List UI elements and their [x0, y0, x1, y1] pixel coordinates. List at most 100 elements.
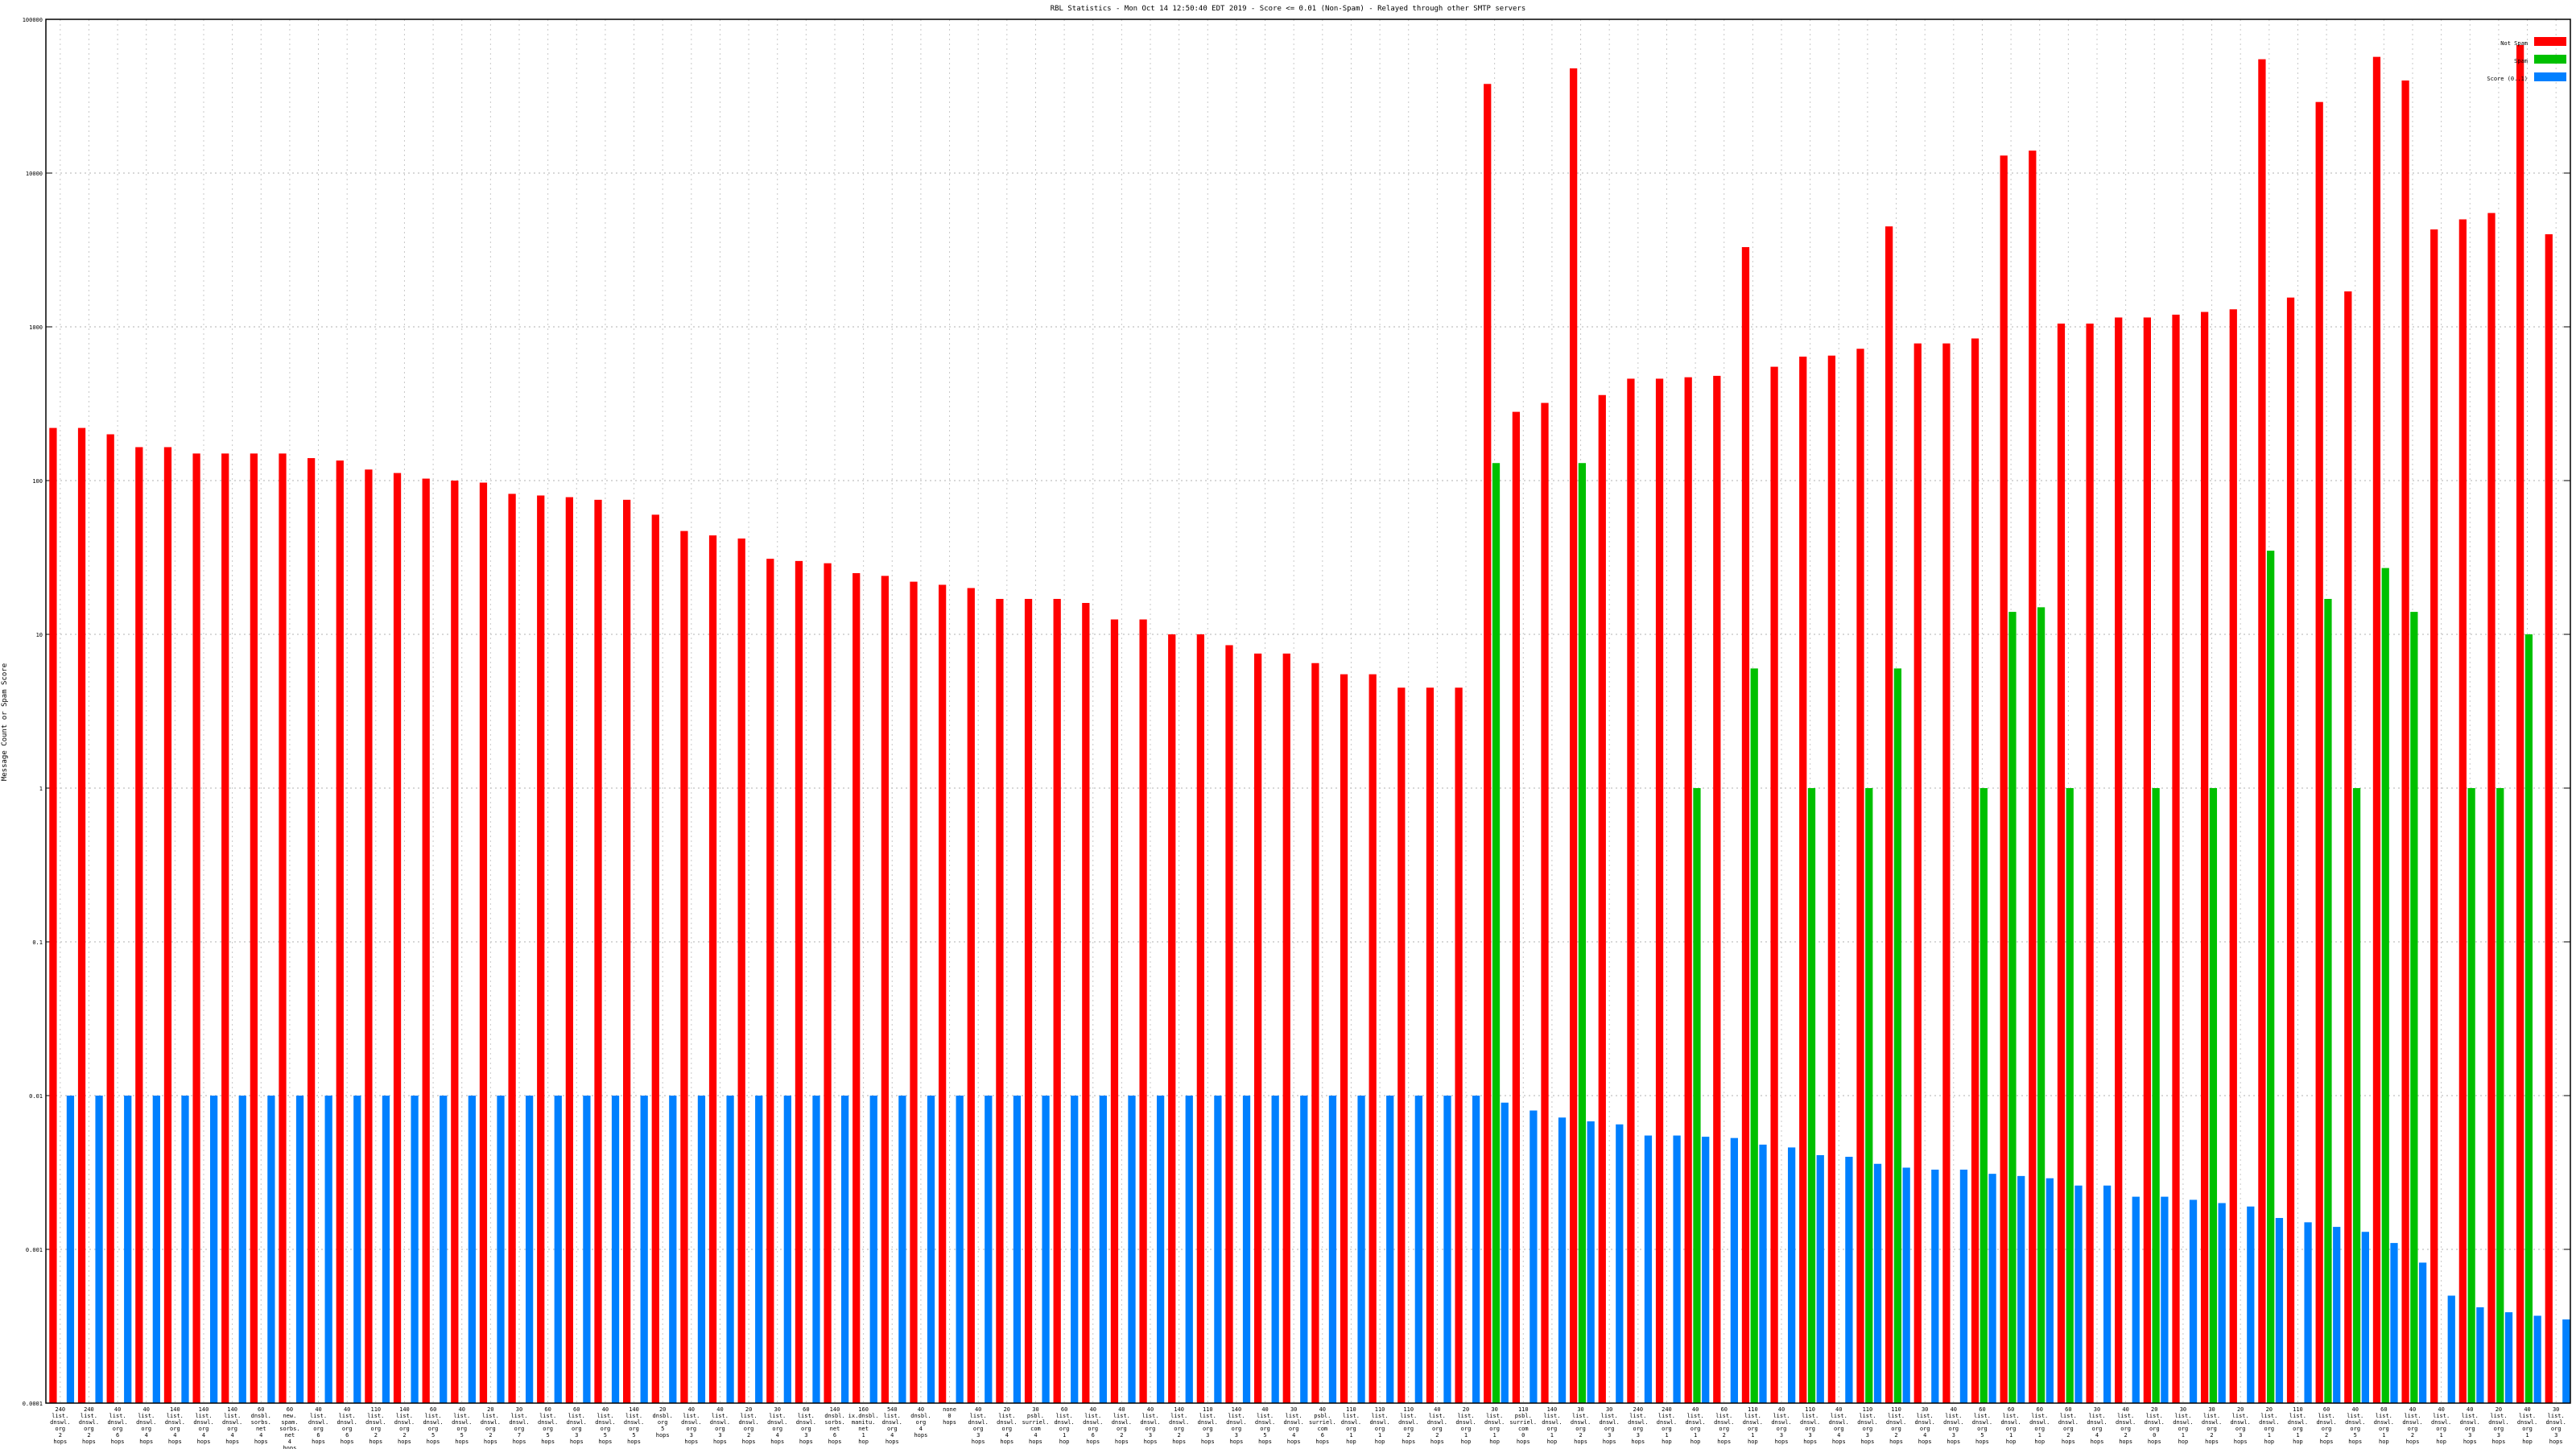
x-tick-label: 40 list. dnswl. org 6 hops — [107, 1406, 127, 1445]
score-bar — [2504, 1312, 2513, 1403]
score-bar — [2304, 1222, 2312, 1403]
score-bar — [1959, 1169, 1968, 1403]
score-bar — [869, 1096, 877, 1403]
score-bar — [525, 1096, 534, 1403]
not-spam-bar — [623, 499, 631, 1403]
x-tick-label: 140 list. dnswl. org 4 hops — [165, 1406, 185, 1445]
score-bar — [1787, 1147, 1796, 1403]
x-tick-label: 110 list. dnswl. org 2 hops — [365, 1406, 386, 1445]
not-spam-bar — [1397, 687, 1406, 1403]
x-tick-label: 40 list. dnswl. org 6 hops — [308, 1406, 328, 1445]
score-bar — [669, 1096, 677, 1403]
spam-legend-swatch — [2534, 55, 2566, 64]
x-tick-label: 60 list. dnswl. org 2 hops — [1714, 1406, 1734, 1445]
x-tick-label: 140 list. dnswl. org 5 hops — [624, 1406, 644, 1445]
x-tick-label: 40 list. dnswl. org 1 hop — [2517, 1406, 2537, 1445]
x-tick-label: 110 list. dnswl. org 1 hop — [1743, 1406, 1763, 1445]
spam-bar — [2066, 788, 2074, 1403]
score-bar — [324, 1096, 332, 1403]
not-spam-bar — [1368, 674, 1377, 1403]
not-spam-bar — [1541, 402, 1549, 1403]
not-spam-bar — [393, 473, 402, 1403]
score-bar — [497, 1096, 505, 1403]
score-bar — [295, 1096, 304, 1403]
not-spam-bar — [2487, 213, 2496, 1404]
y-tick-label: 0.01 — [29, 1093, 43, 1100]
not-spam-bar — [1713, 375, 1721, 1403]
not-spam-bar — [2086, 323, 2094, 1403]
score-bar — [1530, 1110, 1538, 1403]
y-tick-label: 0.1 — [32, 939, 43, 946]
not-spam-bar — [967, 588, 975, 1403]
not-spam-bar — [451, 481, 459, 1403]
not-spam-bar — [2000, 155, 2008, 1403]
score-bar — [1644, 1135, 1653, 1403]
not-spam-bar — [1799, 357, 1807, 1403]
not-spam-bar — [1971, 338, 1979, 1403]
spam-bar — [1693, 788, 1701, 1403]
score-bar — [1128, 1096, 1136, 1403]
x-tick-label: 20 list. dnswl. org 1 hop — [1455, 1406, 1476, 1445]
spam-bar — [1893, 668, 1902, 1403]
not-spam-bar — [1484, 84, 1492, 1403]
x-tick-label: 40 list. dnswl. org 3 hops — [1771, 1406, 1791, 1445]
chart-title: RBL Statistics - Mon Oct 14 12:50:40 EDT… — [1051, 5, 1526, 13]
score-bar — [1759, 1144, 1767, 1403]
x-tick-label: 40 list. dnswl. org 1 hop — [1685, 1406, 1705, 1445]
not-spam-bar — [1340, 674, 1348, 1403]
x-tick-label: 60 list. dnswl. org 1 hop — [2000, 1406, 2021, 1445]
x-tick-label: 110 list. dnswl. org 1 hop — [2288, 1406, 2308, 1445]
x-tick-label: 60 dnsbl. sorbs. net 4 hops — [251, 1406, 271, 1445]
score-bar — [1013, 1096, 1022, 1403]
score-bar — [1042, 1096, 1050, 1403]
x-tick-label: 40 list. dnswl. org 3 hops — [1140, 1406, 1160, 1445]
spam-bar — [2324, 598, 2332, 1403]
score-bar — [1386, 1096, 1394, 1403]
not-spam-bar — [1627, 378, 1635, 1403]
score-bar — [382, 1096, 390, 1403]
not-spam-bar — [49, 427, 57, 1403]
spam-bar — [2410, 612, 2418, 1403]
x-tick-label: 40 list. dnswl. org 3 hops — [710, 1406, 730, 1445]
legend-label: Score (0..1) — [2487, 76, 2528, 82]
x-tick-label: 40 list. dnswl. org 2 hops — [2402, 1406, 2422, 1445]
not-spam-bar — [2258, 59, 2266, 1404]
score-bar — [1931, 1169, 1939, 1403]
legend-label: Spam — [2514, 58, 2528, 64]
x-tick-label: 30 list. dnswl. org 1 hop — [2173, 1406, 2193, 1445]
spam-bar — [1750, 668, 1758, 1403]
score-bar — [1242, 1096, 1251, 1403]
not-spam-bar — [1770, 366, 1778, 1404]
x-tick-label: 110 list. dnswl. org 2 hops — [1886, 1406, 1906, 1445]
x-tick-label: 60 list. dnswl. org 1 hop — [2374, 1406, 2394, 1445]
not-spam-bar — [1082, 603, 1090, 1403]
not-spam-bar — [996, 598, 1004, 1403]
score-bar — [697, 1096, 706, 1403]
not-spam-bar — [192, 453, 200, 1403]
x-tick-label: 60 list. dnswl. org 5 hops — [538, 1406, 558, 1445]
not-spam-bar — [77, 427, 86, 1403]
spam-bar — [2381, 568, 2389, 1403]
x-tick-label: 20 list. dnswl. org 2 hops — [481, 1406, 501, 1445]
not-spam-bar — [1598, 394, 1606, 1403]
score-bar — [2189, 1199, 2198, 1403]
score-bar — [927, 1096, 935, 1403]
score-bar — [353, 1096, 361, 1403]
x-tick-label: 30 list. dnswl. org 3 hops — [1600, 1406, 1620, 1445]
score-bar — [2390, 1243, 2398, 1403]
not-spam-bar — [1168, 634, 1176, 1403]
spam-bar — [2496, 788, 2504, 1403]
not-spam-bar — [2372, 56, 2381, 1403]
not-spam-bar — [766, 559, 774, 1403]
not-spam-bar — [2115, 317, 2123, 1403]
y-tick-label: 0.001 — [26, 1247, 43, 1253]
score-bar — [2418, 1262, 2427, 1403]
score-bar — [2046, 1178, 2054, 1403]
not-spam-bar — [1254, 653, 1262, 1403]
score-bar — [1873, 1163, 1882, 1403]
score-bar — [181, 1096, 189, 1403]
x-tick-label: 20 list. dnswl. org 4 hops — [997, 1406, 1017, 1445]
not-spam-bar — [737, 538, 745, 1403]
x-tick-labels: 240 list. dnswl. org 2 hops 240 list. dnswl. org 2… — [50, 1406, 2566, 1449]
x-tick-label: 40 list. dnswl. org 3 hops — [2460, 1406, 2480, 1445]
